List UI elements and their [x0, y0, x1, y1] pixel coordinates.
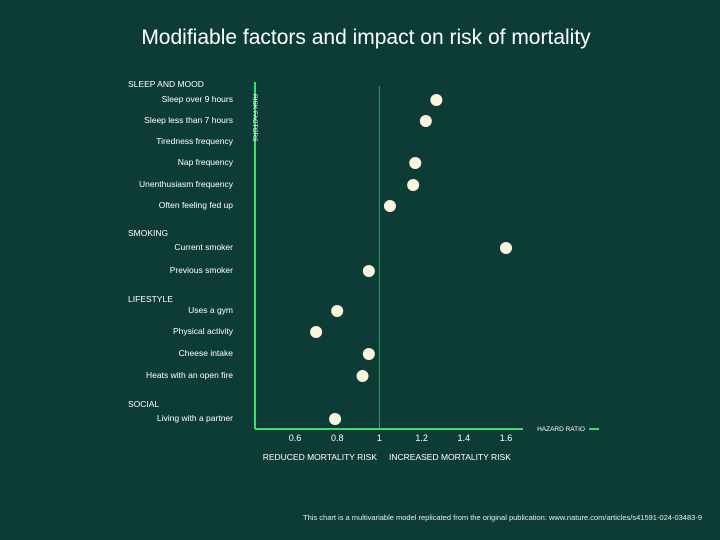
data-point [409, 157, 422, 169]
data-point [407, 179, 420, 191]
x-tick-label: 0.6 [289, 433, 302, 443]
data-point [362, 348, 375, 360]
row-label: Cheese intake [179, 348, 234, 358]
row-label: Previous smoker [170, 265, 233, 275]
data-point [329, 413, 342, 425]
x-tick-label: 0.8 [331, 433, 344, 443]
data-point [419, 115, 432, 127]
increased-risk-label: INCREASED MORTALITY RISK [389, 452, 511, 462]
group-label: SLEEP AND MOOD [128, 79, 204, 89]
row-label: Uses a gym [188, 305, 233, 315]
x-tick-label: 1.6 [500, 433, 513, 443]
reduced-risk-label: REDUCED MORTALITY RISK [263, 452, 378, 462]
x-axis-label: HAZARD RATIO [537, 426, 585, 433]
chart-title: Modifiable factors and impact on risk of… [141, 26, 591, 49]
row-label: Nap frequency [178, 157, 234, 167]
row-label: Heats with an open fire [146, 370, 233, 380]
row-label: Tiredness frequency [156, 136, 233, 146]
row-label: Current smoker [174, 242, 233, 252]
group-label: SOCIAL [128, 399, 159, 409]
row-label: Often feeling fed up [159, 200, 233, 210]
data-point [430, 94, 443, 106]
data-point [310, 326, 323, 338]
data-point [356, 370, 369, 382]
x-tick-label: 1.4 [458, 433, 471, 443]
row-label: Sleep over 9 hours [162, 94, 233, 104]
x-tick-label: 1 [377, 433, 382, 443]
row-label: Physical activity [173, 326, 234, 336]
data-point [362, 265, 375, 277]
row-label: Unenthusiasm frequency [139, 179, 234, 189]
data-point [500, 242, 512, 254]
row-label: Sleep less than 7 hours [144, 115, 233, 125]
data-point [383, 200, 396, 212]
row-label: Living with a partner [157, 413, 233, 423]
group-label: SMOKING [128, 228, 168, 238]
group-label: LIFESTYLE [128, 294, 173, 304]
x-tick-label: 1.2 [415, 433, 428, 443]
y-axis-label: RISK FACTORS [251, 94, 258, 142]
footnote: This chart is a multivariable model repl… [303, 513, 702, 522]
data-point [331, 305, 344, 317]
